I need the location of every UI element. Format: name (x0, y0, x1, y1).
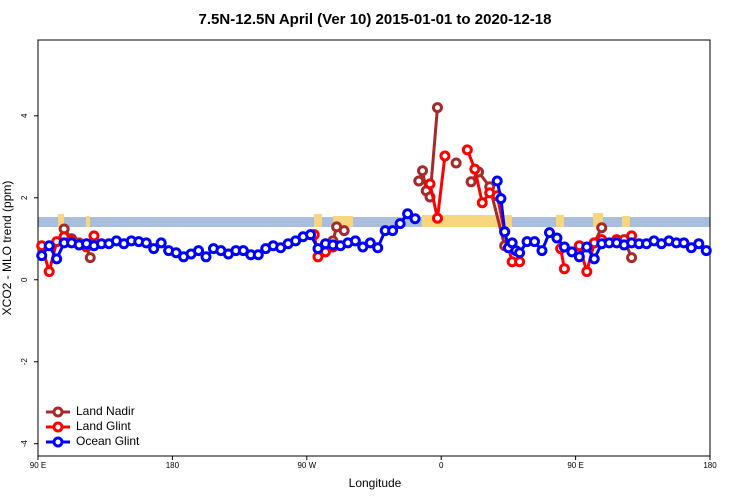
legend-swatch (52, 421, 64, 433)
point (461, 144, 473, 156)
band-yellow (86, 216, 90, 227)
point (678, 237, 690, 249)
point (338, 225, 350, 237)
band-yellow (333, 216, 353, 227)
point (417, 165, 429, 177)
y-tick-label: 2 (20, 195, 29, 200)
point (596, 222, 608, 234)
point (499, 226, 511, 238)
point (551, 232, 563, 244)
point (536, 245, 548, 257)
y-axis-label: XCO2 - MLO trend (ppm) (0, 181, 14, 316)
point (51, 253, 63, 265)
point (450, 157, 462, 169)
band-yellow (314, 214, 322, 227)
y-tick-label: 0 (20, 277, 29, 282)
point (88, 230, 100, 242)
point (349, 235, 361, 247)
point (200, 251, 212, 263)
point (252, 249, 264, 261)
band-yellow (593, 213, 603, 227)
band-yellow (622, 216, 630, 227)
point (439, 150, 451, 162)
x-tick-label: 180 (166, 461, 180, 470)
point (413, 175, 425, 187)
point (588, 253, 600, 265)
point (491, 175, 503, 187)
point (193, 245, 205, 257)
point (693, 238, 705, 250)
series (36, 175, 712, 265)
band-yellow (58, 214, 64, 227)
band (38, 213, 710, 227)
band-yellow (556, 215, 564, 227)
point (543, 227, 555, 239)
legend-label: Ocean Glint (76, 434, 140, 448)
point (372, 242, 384, 254)
point (581, 266, 593, 278)
point (469, 163, 481, 175)
y-tick-label: 4 (20, 113, 29, 118)
point (465, 176, 477, 188)
x-tick-label: 90 W (297, 461, 316, 470)
point (424, 178, 436, 190)
band-yellow (422, 215, 512, 227)
y-tick-label: -2 (20, 358, 29, 366)
point (155, 237, 167, 249)
point (700, 245, 712, 257)
x-tick-label: 0 (439, 461, 444, 470)
x-axis-label: Longitude (349, 476, 402, 490)
point (626, 252, 638, 264)
point (305, 229, 317, 241)
point (43, 240, 55, 252)
point (140, 237, 152, 249)
point (566, 246, 578, 258)
point (36, 250, 48, 262)
point (312, 243, 324, 255)
point (84, 252, 96, 264)
point (43, 266, 55, 278)
legend-swatch (52, 436, 64, 448)
point (431, 102, 443, 114)
point (581, 241, 593, 253)
point (394, 218, 406, 230)
point (529, 236, 541, 248)
point (476, 197, 488, 209)
point (409, 213, 421, 225)
point (573, 251, 585, 263)
point (364, 237, 376, 249)
legend-label: Land Nadir (76, 404, 135, 418)
legend-swatch (52, 406, 64, 418)
point (495, 193, 507, 205)
band-blue (38, 217, 710, 227)
point (402, 208, 414, 220)
point (431, 212, 443, 224)
x-tick-label: 180 (703, 461, 717, 470)
x-tick-label: 90 E (567, 461, 583, 470)
point (558, 263, 570, 275)
legend-label: Land Glint (76, 419, 131, 433)
point (387, 225, 399, 237)
point (514, 256, 526, 268)
chart-title: 7.5N-12.5N April (Ver 10) 2015-01-01 to … (199, 11, 552, 28)
point (514, 247, 526, 259)
y-tick-label: -4 (20, 440, 29, 448)
point (558, 241, 570, 253)
x-tick-label: 90 E (30, 461, 46, 470)
point (148, 243, 160, 255)
